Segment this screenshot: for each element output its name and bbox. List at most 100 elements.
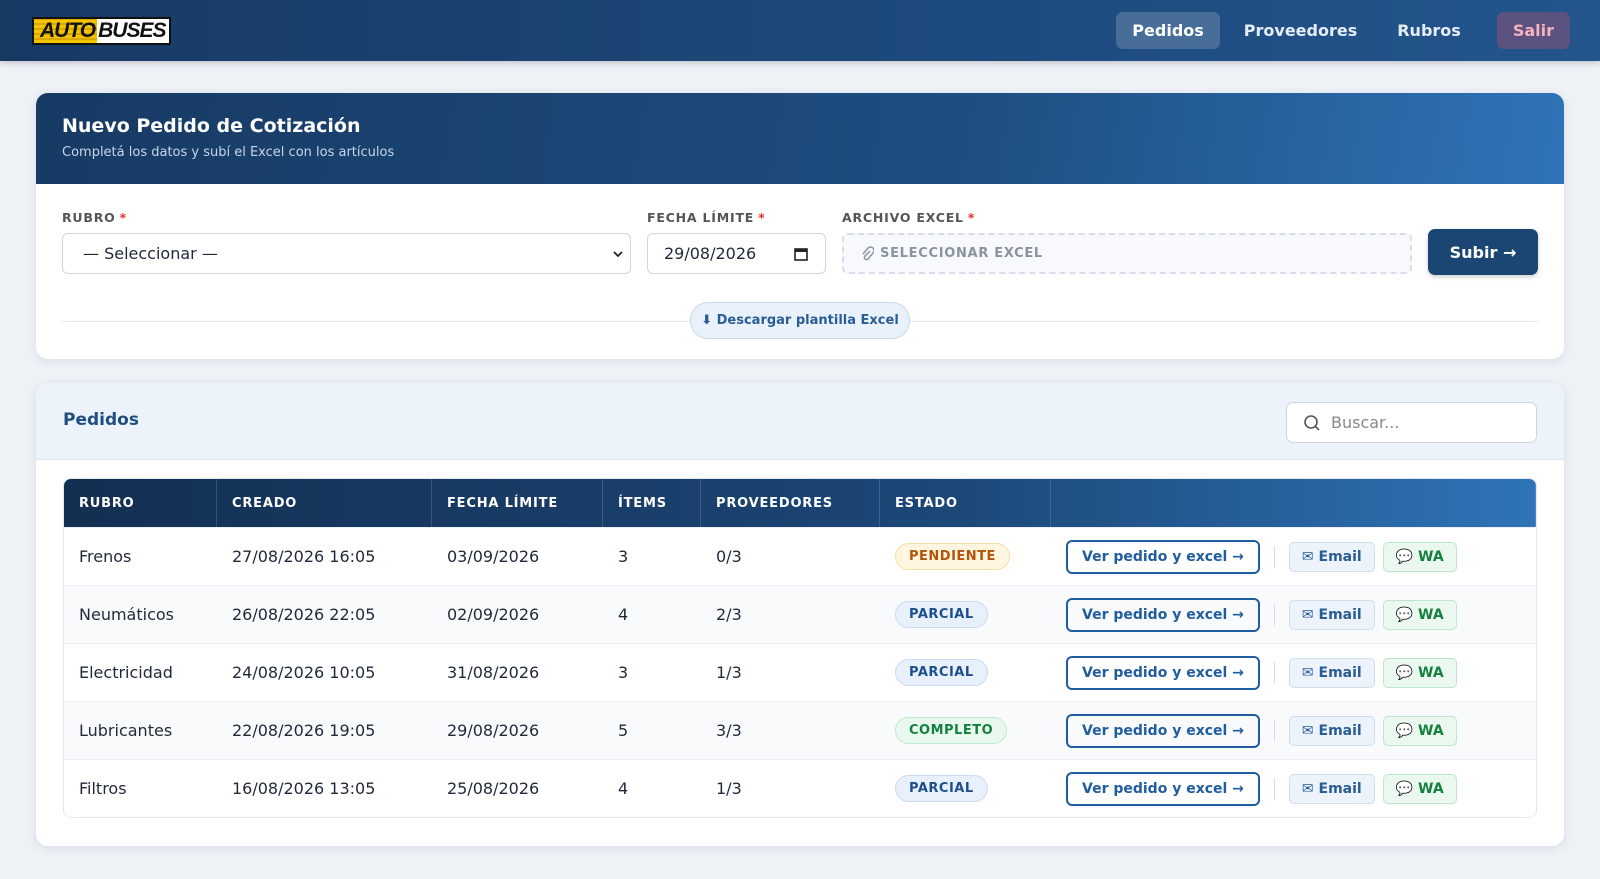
template-button[interactable]: ⬇ Descargar plantilla Excel [690,302,910,339]
label-text: FECHA LÍMITE [647,210,755,225]
date-input[interactable]: 29/08/2026 [647,233,826,274]
separator [1273,545,1275,568]
field-label: RUBRO * [62,210,127,225]
status-badge: PARCIAL [895,601,988,628]
email-button[interactable]: ✉ Email [1288,773,1375,804]
table-cell: PARCIAL [880,643,1051,701]
view-button[interactable]: Ver pedido y excel → [1066,539,1260,574]
table-body: Frenos 27/08/2026 16:05 03/09/2026 3 0/3 PEND… [64,527,1536,817]
status-badge: PARCIAL [895,775,988,802]
status-badge: PENDIENTE [895,543,1010,570]
table-row: Electricidad 24/08/2026 10:05 31/08/2026 3 1… [64,643,1536,701]
required-mark: * [967,210,976,225]
form-subtitle: Completá los datos y subí el Excel con l… [62,145,395,160]
nav-link[interactable]: Proveedores [1243,21,1358,40]
table-cell: Electricidad [64,643,217,701]
whatsapp-button[interactable]: 💬 WA [1382,541,1457,572]
table-cell: 02/09/2026 [432,585,603,643]
whatsapp-button[interactable]: 💬 WA [1382,773,1457,804]
table-cell: 1/3 [701,759,880,817]
calendar-icon [794,247,808,261]
view-button[interactable]: Ver pedido y excel → [1066,713,1260,748]
select-value: — Seleccionar — [83,244,218,263]
table-cell: 3 [603,527,701,585]
table-cell: 1/3 [701,643,880,701]
actions-cell: Ver pedido y excel → ✉ Email 💬 WA [1051,585,1536,643]
view-button[interactable]: Ver pedido y excel → [1066,597,1260,632]
label-text: ARCHIVO EXCEL [842,210,964,225]
list-card: Pedidos Buscar... RUBRO CREADO FECHA LÍMIT… [36,383,1564,846]
email-button[interactable]: ✉ Email [1288,541,1375,572]
table-cell: 4 [603,585,701,643]
whatsapp-button[interactable]: 💬 WA [1382,657,1457,688]
actions: Ver pedido y excel → ✉ Email 💬 WA [1066,771,1521,806]
actions-cell: Ver pedido y excel → ✉ Email 💬 WA [1051,527,1536,585]
table-cell: 25/08/2026 [432,759,603,817]
column-header: ÍTEMS [603,479,701,527]
column-header: PROVEEDORES [701,479,880,527]
logo-part: BUSES [98,18,166,42]
table-cell: PARCIAL [880,585,1051,643]
submit-button[interactable]: Subir → [1428,229,1538,275]
logout-button[interactable]: Salir [1496,12,1570,49]
column-header: RUBRO [64,479,217,527]
list-title: Pedidos [63,410,139,430]
nav-link[interactable]: Pedidos [1116,12,1220,49]
nav-links: Pedidos Proveedores Rubros Salir [1116,12,1570,49]
form-title: Nuevo Pedido de Cotización [62,115,361,137]
table-cell: COMPLETO [880,701,1051,759]
status-badge: COMPLETO [895,717,1008,744]
chevron-icon [613,250,623,257]
table-cell: 0/3 [701,527,880,585]
rubro-select[interactable]: — Seleccionar — [62,233,631,274]
table-cell: Neumáticos [64,585,217,643]
table-cell: 4 [603,759,701,817]
file-input[interactable]: SELECCIONAR EXCEL [842,233,1412,274]
email-button[interactable]: ✉ Email [1288,599,1375,630]
table-head: RUBRO CREADO FECHA LÍMITE ÍTEMS PROVEEDORES E… [64,479,1536,527]
required-mark: * [758,210,766,225]
navbar: AUTO BUSES Pedidos Proveedores Rubros Sa… [0,0,1600,61]
whatsapp-button[interactable]: 💬 WA [1382,715,1457,746]
form-header: Nuevo Pedido de Cotización Completá los … [36,93,1564,184]
table-cell: Filtros [64,759,217,817]
search-placeholder: Buscar... [1331,413,1400,432]
table-row: Lubricantes 22/08/2026 19:05 29/08/2026 5 3/… [64,701,1536,759]
file-placeholder: SELECCIONAR EXCEL [880,246,1043,261]
actions: Ver pedido y excel → ✉ Email 💬 WA [1066,539,1521,574]
actions-cell: Ver pedido y excel → ✉ Email 💬 WA [1051,643,1536,701]
date-value: 29/08/2026 [664,244,757,263]
table-cell: 16/08/2026 13:05 [217,759,432,817]
table-row: Frenos 27/08/2026 16:05 03/09/2026 3 0/3 PEND… [64,527,1536,585]
table-cell: PENDIENTE [880,527,1051,585]
email-button[interactable]: ✉ Email [1288,715,1375,746]
view-button[interactable]: Ver pedido y excel → [1066,771,1260,806]
table-cell: Frenos [64,527,217,585]
table-cell: 2/3 [701,585,880,643]
column-header [1051,479,1536,527]
table-cell: 26/08/2026 22:05 [217,585,432,643]
column-header: FECHA LÍMITE [432,479,603,527]
whatsapp-button[interactable]: 💬 WA [1382,599,1457,630]
separator [1273,719,1275,742]
table-row: Filtros 16/08/2026 13:05 25/08/2026 4 1/3 PAR… [64,759,1536,817]
table-cell: 27/08/2026 16:05 [217,527,432,585]
view-button[interactable]: Ver pedido y excel → [1066,655,1260,690]
status-badge: PARCIAL [895,659,988,686]
table-cell: 29/08/2026 [432,701,603,759]
table-cell: 3/3 [701,701,880,759]
table-cell: 24/08/2026 10:05 [217,643,432,701]
column-header: CREADO [217,479,432,527]
search-icon [1304,414,1320,431]
table-cell: 03/09/2026 [432,527,603,585]
table-cell: Lubricantes [64,701,217,759]
email-button[interactable]: ✉ Email [1288,657,1375,688]
actions: Ver pedido y excel → ✉ Email 💬 WA [1066,655,1521,690]
required-mark: * [119,210,127,225]
logo[interactable]: AUTO BUSES [32,16,172,45]
nav-link[interactable]: Rubros [1397,21,1461,40]
table-cell: 22/08/2026 19:05 [217,701,432,759]
form-card: Nuevo Pedido de Cotización Completá los … [36,93,1564,359]
search-input[interactable]: Buscar... [1286,402,1537,443]
